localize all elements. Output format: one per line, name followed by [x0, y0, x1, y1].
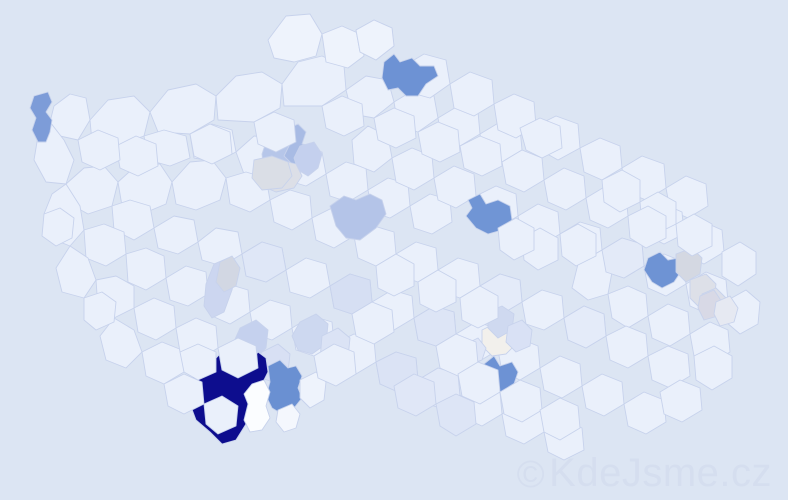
- copyright-icon: ©: [516, 454, 546, 496]
- district-tile[interactable]: [563, 305, 607, 349]
- district-cesky-krumlov[interactable]: [265, 359, 303, 415]
- district-tile[interactable]: [607, 285, 649, 329]
- watermark-kdejsme: © KdeJsme.cz: [517, 453, 772, 494]
- district-tile[interactable]: [627, 205, 667, 249]
- district-tile[interactable]: [165, 265, 209, 307]
- district-tile[interactable]: [713, 295, 739, 327]
- district-tile[interactable]: [285, 257, 331, 299]
- district-tile[interactable]: [459, 135, 503, 177]
- district-tile[interactable]: [325, 161, 369, 203]
- district-tile[interactable]: [417, 121, 461, 163]
- district-tile[interactable]: [647, 303, 691, 347]
- district-tile[interactable]: [351, 301, 395, 345]
- district-tile[interactable]: [83, 291, 117, 331]
- district-tile[interactable]: [253, 111, 297, 153]
- district-tile[interactable]: [179, 343, 217, 381]
- district-tile[interactable]: [243, 379, 271, 433]
- district-tile[interactable]: [99, 317, 143, 369]
- district-tile[interactable]: [215, 255, 241, 293]
- district-tile[interactable]: [41, 207, 75, 247]
- district-as-cheb[interactable]: [29, 91, 53, 143]
- district-tile[interactable]: [375, 253, 415, 297]
- district-tile[interactable]: [133, 297, 177, 341]
- district-tile[interactable]: [675, 213, 713, 257]
- district-tile[interactable]: [125, 247, 167, 291]
- district-tile[interactable]: [539, 397, 581, 441]
- district-tile[interactable]: [581, 373, 625, 417]
- district-kladno[interactable]: [293, 141, 323, 177]
- district-tile[interactable]: [313, 343, 357, 387]
- district-tile[interactable]: [217, 337, 259, 379]
- district-tile[interactable]: [521, 289, 565, 331]
- district-tile[interactable]: [721, 241, 757, 287]
- district-tile[interactable]: [601, 237, 645, 279]
- district-benesov[interactable]: [329, 193, 387, 241]
- district-tile[interactable]: [291, 313, 329, 355]
- district-trutnov[interactable]: [381, 53, 439, 97]
- district-tile[interactable]: [275, 403, 301, 433]
- district-tile[interactable]: [693, 345, 733, 391]
- district-tile[interactable]: [647, 345, 691, 389]
- district-tile[interactable]: [449, 71, 495, 117]
- district-tile[interactable]: [355, 19, 395, 61]
- district-novy-jicin[interactable]: [643, 251, 683, 289]
- district-tile[interactable]: [505, 319, 533, 353]
- district-tile[interactable]: [605, 325, 649, 369]
- watermark-text: KdeJsme.cz: [549, 451, 772, 495]
- district-tile[interactable]: [203, 395, 239, 435]
- district-tile[interactable]: [321, 25, 365, 69]
- district-layer: [29, 13, 761, 461]
- district-tile[interactable]: [497, 217, 535, 261]
- district-tile[interactable]: [459, 285, 499, 329]
- district-tile[interactable]: [417, 269, 457, 313]
- district-tile[interactable]: [299, 371, 327, 409]
- district-tile[interactable]: [77, 129, 121, 171]
- district-tile[interactable]: [215, 71, 283, 123]
- district-tile[interactable]: [435, 393, 477, 437]
- district-tile[interactable]: [115, 135, 159, 177]
- district-tile[interactable]: [659, 379, 703, 423]
- district-tile[interactable]: [171, 159, 227, 211]
- district-tile[interactable]: [559, 223, 597, 267]
- district-tile[interactable]: [373, 107, 417, 149]
- district-tile[interactable]: [153, 215, 199, 255]
- district-tile[interactable]: [241, 241, 287, 283]
- district-tile[interactable]: [83, 223, 127, 267]
- district-tile[interactable]: [251, 155, 293, 191]
- district-tile[interactable]: [269, 189, 313, 231]
- district-tile[interactable]: [267, 13, 323, 63]
- district-tile[interactable]: [543, 167, 587, 211]
- district-tile[interactable]: [189, 123, 233, 165]
- district-tile[interactable]: [409, 193, 453, 235]
- district-tile[interactable]: [623, 391, 667, 435]
- district-tile[interactable]: [519, 117, 563, 159]
- district-tile[interactable]: [281, 55, 347, 107]
- district-tile[interactable]: [321, 95, 365, 137]
- district-tile[interactable]: [539, 355, 583, 399]
